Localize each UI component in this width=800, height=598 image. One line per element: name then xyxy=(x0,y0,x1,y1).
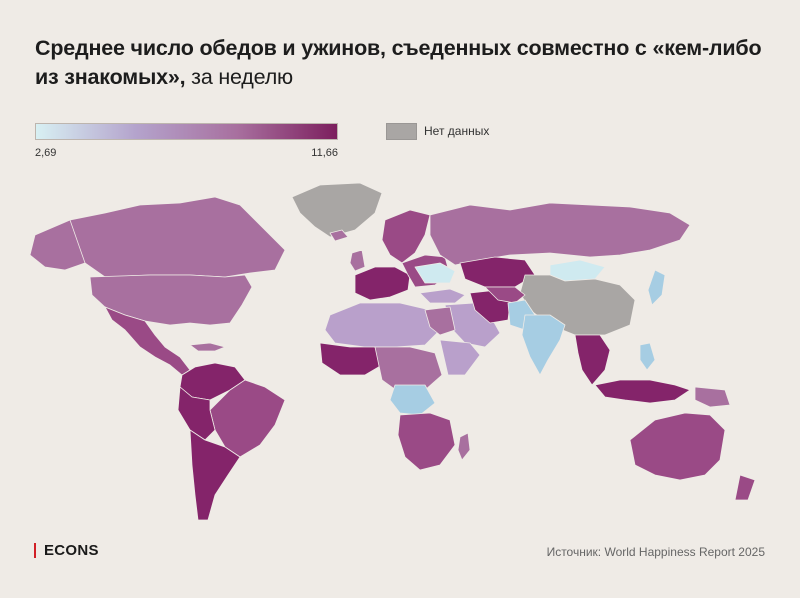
region-peru-bolivia xyxy=(177,386,216,441)
region-papua xyxy=(694,386,731,408)
region-uk xyxy=(349,249,366,272)
region-russia xyxy=(429,202,691,266)
region-madagascar xyxy=(457,432,471,461)
legend-gradient-bar xyxy=(35,123,338,140)
legend-nodata-swatch xyxy=(386,123,417,140)
region-ukraine xyxy=(414,262,456,284)
title-bold: Среднее число обедов и ужинов, съеденных… xyxy=(35,36,762,89)
title-tail: за неделю xyxy=(185,65,293,89)
region-india xyxy=(521,314,566,376)
source-note: Источник: World Happiness Report 2025 xyxy=(546,545,765,559)
region-north-africa xyxy=(324,302,441,348)
region-congo xyxy=(389,384,436,416)
region-canada xyxy=(64,196,286,278)
region-caribbean xyxy=(189,342,226,352)
world-choropleth-map xyxy=(30,182,756,521)
region-new-zealand xyxy=(734,474,756,501)
region-central-asia xyxy=(484,286,526,304)
region-philippines xyxy=(639,342,656,371)
region-egypt xyxy=(424,306,456,336)
region-turkey xyxy=(419,288,466,304)
legend-nodata-label: Нет данных xyxy=(424,124,490,138)
region-scandinavia xyxy=(381,209,431,264)
region-alaska xyxy=(30,219,86,271)
region-indonesia xyxy=(594,379,691,404)
region-australia xyxy=(629,412,726,481)
region-indochina xyxy=(574,334,611,386)
region-japan xyxy=(647,269,666,306)
region-western-europe xyxy=(354,266,411,301)
region-west-africa xyxy=(319,342,383,376)
legend-min-label: 2,69 xyxy=(35,147,57,159)
region-southern-cone xyxy=(189,429,241,521)
chart-title: Среднее число обедов и ужинов, съеденных… xyxy=(35,34,775,92)
region-greenland xyxy=(291,182,383,238)
region-southern-africa xyxy=(397,412,456,471)
region-iceland xyxy=(329,229,349,242)
region-horn-africa xyxy=(439,339,481,376)
legend-max-label: 11,66 xyxy=(311,147,338,159)
region-central-africa xyxy=(374,346,443,394)
region-mongolia xyxy=(549,259,606,282)
econs-logo: ECONS xyxy=(34,543,99,558)
